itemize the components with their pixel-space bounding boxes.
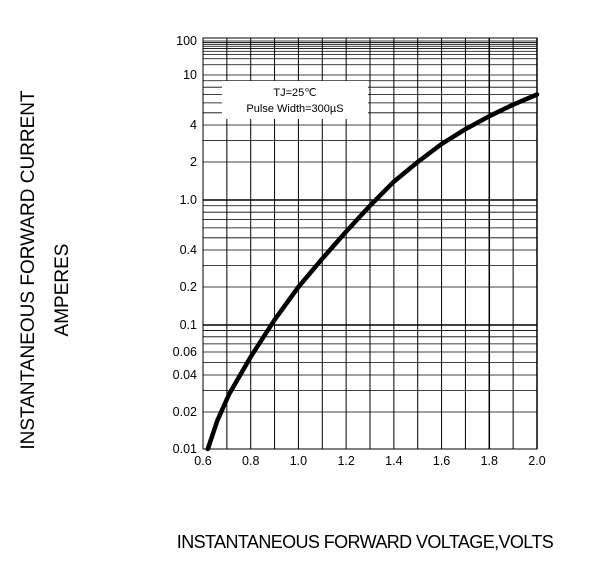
y-tick-label: 0.04 (173, 368, 197, 382)
x-tick-label: 1.4 (385, 454, 402, 468)
annotation-box-bg (222, 81, 368, 119)
x-tick-label: 1.0 (290, 454, 307, 468)
y-tick-label: 0.06 (173, 345, 197, 359)
y-tick-label: 100 (176, 34, 197, 48)
y-tick-label: 10 (183, 68, 197, 82)
x-tick-label: 1.8 (481, 454, 498, 468)
annotation-temperature: TJ=25℃ (273, 87, 316, 99)
x-axis-label: INSTANTANEOUS FORWARD VOLTAGE,VOLTS (177, 532, 554, 552)
x-tick-label: 0.8 (242, 454, 259, 468)
y-axis-label-line1-wrap: INSTANTANEOUS FORWARD CURRENT (18, 90, 39, 450)
y-axis-label-line2: AMPERES (52, 244, 73, 337)
y-tick-label: 0.4 (180, 243, 197, 257)
y-axis-label-line2-wrap: AMPERES (52, 244, 73, 337)
y-tick-labels: 0.01 0.02 0.04 0.06 0.1 0.2 0.4 1.0 2 4 10 100 (173, 34, 197, 456)
y-tick-label: 4 (190, 118, 197, 132)
y-axis-label-line1: INSTANTANEOUS FORWARD CURRENT (18, 90, 39, 450)
y-tick-label: 0.02 (173, 405, 197, 419)
forward-voltage-curve (205, 92, 540, 452)
x-tick-label: 1.2 (337, 454, 354, 468)
plot-frame (202, 37, 538, 450)
y-tick-label: 0.01 (173, 442, 197, 456)
y-tick-label: 0.1 (180, 318, 197, 332)
y-tick-label: 0.2 (180, 280, 197, 294)
annotation-pulse-width: Pulse Width=300µS (246, 103, 343, 115)
x-tick-label: 0.6 (194, 454, 211, 468)
y-tick-label: 2 (190, 155, 197, 169)
y-tick-label: 1.0 (180, 193, 197, 207)
x-tick-label: 2.0 (528, 454, 545, 468)
x-tick-labels: 0.6 0.8 1.0 1.2 1.4 1.6 1.8 2.0 (194, 454, 545, 468)
x-tick-label: 1.6 (433, 454, 450, 468)
